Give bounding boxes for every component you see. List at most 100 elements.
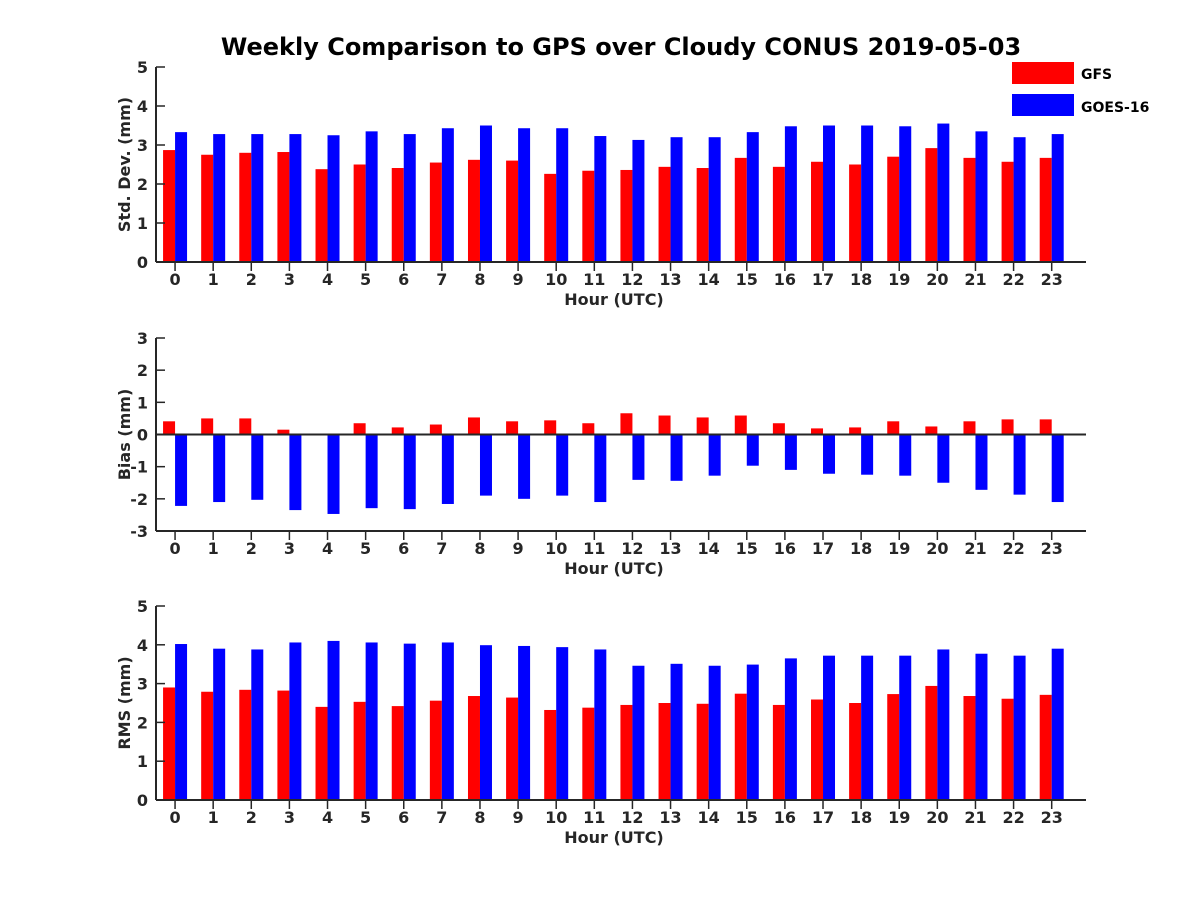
bar-goes-16-7 [441,642,454,800]
y-tick-label: 4 [137,636,148,655]
bar-gfs-23 [1039,694,1052,800]
x-tick-label: 21 [964,539,986,558]
bar-goes-16-14 [708,137,721,262]
bar-gfs-12 [620,704,633,800]
x-tick-label: 1 [208,539,219,558]
y-tick-label: -2 [130,490,148,509]
y-tick-label: 1 [137,752,148,771]
bar-gfs-11 [582,707,595,800]
x-tick-label: 22 [1002,270,1024,289]
bar-gfs-10 [544,420,557,435]
bar-gfs-11 [582,423,595,435]
y-axis-label: Bias (mm) [115,389,134,481]
bar-goes-16-23 [1051,134,1064,262]
chart-title: Weekly Comparison to GPS over Cloudy CON… [221,33,1021,61]
bar-goes-16-1 [213,134,226,262]
bar-gfs-13 [658,166,671,262]
bar-goes-16-9 [518,128,531,262]
bar-goes-16-0 [175,644,188,800]
bar-gfs-14 [696,417,709,435]
y-tick-label: 5 [137,58,148,77]
bar-gfs-9 [506,160,519,262]
bar-gfs-12 [620,413,633,435]
x-tick-label: 12 [621,808,643,827]
x-tick-label: 18 [850,539,872,558]
x-tick-label: 15 [736,270,758,289]
bar-goes-16-19 [899,434,912,476]
bar-gfs-15 [734,415,747,435]
bar-goes-16-14 [708,434,721,476]
bar-goes-16-1 [213,434,226,503]
y-tick-label: 2 [137,713,148,732]
bar-goes-16-8 [479,434,492,496]
bar-goes-16-20 [937,123,950,262]
bar-gfs-7 [429,162,442,262]
bar-gfs-15 [734,693,747,800]
bar-gfs-9 [506,697,519,800]
y-tick-label: -1 [130,458,148,477]
x-tick-label: 13 [659,539,681,558]
x-tick-label: 9 [513,270,524,289]
bar-goes-16-4 [327,640,340,800]
x-tick-label: 0 [169,270,180,289]
x-tick-label: 9 [513,539,524,558]
bar-goes-16-5 [365,131,378,262]
x-tick-label: 2 [246,808,257,827]
bar-goes-16-14 [708,665,721,800]
x-tick-label: 13 [659,808,681,827]
bar-goes-16-15 [746,434,759,466]
bar-gfs-14 [696,168,709,262]
bar-gfs-10 [544,709,557,800]
bar-goes-16-12 [632,139,645,262]
y-tick-label: 1 [137,214,148,233]
x-tick-label: 20 [926,270,948,289]
y-tick-label: 0 [137,791,148,810]
bar-gfs-11 [582,170,595,262]
bar-gfs-0 [163,150,176,262]
y-tick-label: 1 [137,393,148,412]
y-axis-label: RMS (mm) [115,656,134,749]
bar-goes-16-15 [746,664,759,800]
bar-goes-16-11 [594,136,607,262]
bar-goes-16-8 [479,645,492,800]
bar-gfs-19 [887,156,900,262]
x-tick-label: 0 [169,539,180,558]
x-tick-label: 1 [208,270,219,289]
bar-gfs-7 [429,700,442,800]
x-tick-label: 21 [964,270,986,289]
bar-gfs-7 [429,424,442,435]
bar-goes-16-6 [403,134,416,262]
bar-gfs-14 [696,703,709,800]
x-tick-label: 19 [888,270,910,289]
x-tick-label: 16 [774,270,796,289]
bar-goes-16-10 [556,434,569,496]
x-tick-label: 21 [964,808,986,827]
bar-goes-16-9 [518,434,531,499]
legend-label-gfs: GFS [1081,67,1112,83]
x-tick-label: 20 [926,539,948,558]
x-tick-label: 6 [398,808,409,827]
x-tick-label: 15 [736,808,758,827]
x-tick-label: 19 [888,808,910,827]
bar-gfs-20 [925,148,938,262]
x-tick-label: 3 [284,539,295,558]
x-tick-label: 5 [360,539,371,558]
bar-goes-16-2 [251,649,264,800]
bar-goes-16-6 [403,434,416,510]
x-axis-label: Hour (UTC) [564,828,664,847]
x-tick-label: 3 [284,808,295,827]
x-tick-label: 15 [736,539,758,558]
x-tick-label: 6 [398,270,409,289]
bar-goes-16-16 [784,126,797,262]
y-tick-label: 2 [137,361,148,380]
bar-goes-16-22 [1013,655,1026,800]
bar-gfs-17 [811,699,824,800]
x-tick-label: 11 [583,270,605,289]
x-tick-label: 2 [246,270,257,289]
bar-goes-16-5 [365,642,378,800]
bar-goes-16-13 [670,434,683,481]
bar-goes-16-23 [1051,434,1064,503]
bar-gfs-23 [1039,419,1052,435]
bar-gfs-6 [391,427,404,435]
bar-goes-16-6 [403,643,416,800]
